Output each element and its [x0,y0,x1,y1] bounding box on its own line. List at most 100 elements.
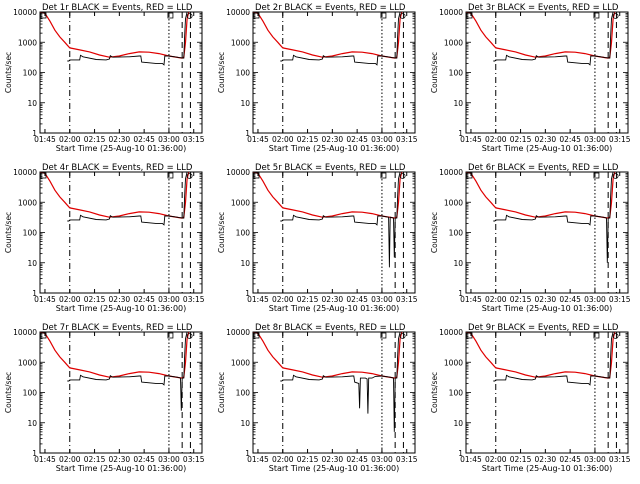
corner-marker [380,172,387,179]
series-lld-line [40,172,190,219]
x-tick-label: 03:15 [609,135,631,144]
x-tick-label: 02:45 [559,135,581,144]
corner-marker [40,172,47,179]
detector-panel-8: Det 8r BLACK = Events, RED = LLD 01:45 02:… [217,323,418,473]
plot-frame [252,331,416,454]
y-tick-label: 10000 [13,168,37,177]
series-lld-line [466,332,616,379]
series-events-line [493,12,615,66]
x-tick-label: 02:00 [485,135,507,144]
x-tick-label: 03:15 [183,135,205,144]
plot-frame [465,171,629,294]
x-tick-label: 03:00 [158,135,180,144]
plot-frame [39,171,203,294]
x-tick-label: 02:30 [322,135,344,144]
y-tick-label: 1000 [18,358,37,367]
x-tick-label: 02:15 [84,135,106,144]
x-tick-label: 02:30 [535,295,557,304]
corner-marker [612,173,619,179]
x-tick-label: 02:45 [133,455,155,464]
series-lld-line [466,172,616,219]
y-tick-label: 10 [240,99,250,108]
y-tick-label: 1000 [444,198,463,207]
plot-frame [252,171,416,294]
x-tick-label: 02:45 [559,295,581,304]
x-tick-label: 02:00 [485,295,507,304]
y-tick-label: 10 [453,259,463,268]
x-tick-label: 03:00 [158,295,180,304]
x-tick-label: 03:00 [371,295,393,304]
x-tick-label: 03:00 [371,135,393,144]
panel-title: Det 6r BLACK = Events, RED = LLD [468,163,619,173]
corner-marker [380,12,387,19]
x-tick-label: 02:15 [510,455,532,464]
y-axis-label: Counts/sec [430,212,439,253]
y-tick-label: 10 [27,419,37,428]
y-tick-label: 100 [236,69,251,78]
x-tick-label: 03:00 [371,455,393,464]
x-tick-label: 02:15 [84,455,106,464]
x-tick-label: 01:45 [247,455,269,464]
corner-marker [380,332,387,339]
y-axis-label: Counts/sec [430,372,439,413]
series-lld-line [40,332,190,379]
panel-title: Det 4r BLACK = Events, RED = LLD [42,163,193,173]
corner-marker [253,172,260,179]
corner-marker [399,333,406,339]
y-tick-label: 10000 [13,8,37,17]
x-axis-label: Start Time (25-Aug-10 01:36:00) [482,304,613,313]
series-events-line [67,172,189,226]
corner-marker [399,13,406,19]
series-lld-line [466,12,616,59]
y-tick-label: 10000 [439,328,463,337]
corner-marker [167,172,174,179]
y-tick-label: 100 [23,389,38,398]
x-tick-label: 02:45 [133,295,155,304]
x-tick-label: 02:15 [84,295,106,304]
y-tick-label: 10000 [439,8,463,17]
y-tick-label: 100 [23,69,38,78]
x-tick-label: 02:45 [559,455,581,464]
panel-title: Det 8r BLACK = Events, RED = LLD [255,323,406,333]
plot-frame [465,11,629,134]
y-tick-label: 10000 [226,328,250,337]
x-tick-label: 03:15 [396,135,418,144]
x-tick-label: 02:00 [485,455,507,464]
y-tick-label: 10000 [439,168,463,177]
x-tick-label: 01:45 [460,455,482,464]
series-events-line [280,332,402,432]
x-tick-label: 03:15 [183,455,205,464]
series-events-line [280,172,402,268]
x-tick-label: 02:00 [272,295,294,304]
panel-title: Det 1r BLACK = Events, RED = LLD [42,3,193,13]
y-tick-label: 1 [458,129,463,138]
panel-title: Det 9r BLACK = Events, RED = LLD [468,323,619,333]
y-tick-label: 1 [245,289,250,298]
x-tick-label: 02:15 [510,295,532,304]
corner-marker [593,172,600,179]
x-axis-label: Start Time (25-Aug-10 01:36:00) [269,304,400,313]
x-axis-label: Start Time (25-Aug-10 01:36:00) [269,464,400,473]
corner-marker [593,12,600,19]
series-events-line [67,332,189,411]
plot-frame [39,11,203,134]
y-tick-label: 10000 [226,168,250,177]
y-tick-label: 1 [32,129,37,138]
series-lld-line [253,12,403,59]
x-tick-label: 01:45 [34,295,56,304]
x-tick-label: 02:45 [346,135,368,144]
y-tick-label: 1 [245,129,250,138]
x-tick-label: 02:00 [272,135,294,144]
x-tick-label: 01:45 [34,455,56,464]
corner-marker [612,333,619,339]
y-axis-label: Counts/sec [217,52,226,93]
x-tick-label: 01:45 [460,295,482,304]
x-tick-label: 01:45 [460,135,482,144]
x-tick-label: 02:30 [322,295,344,304]
x-tick-label: 02:30 [322,455,344,464]
series-events-line [493,332,615,386]
